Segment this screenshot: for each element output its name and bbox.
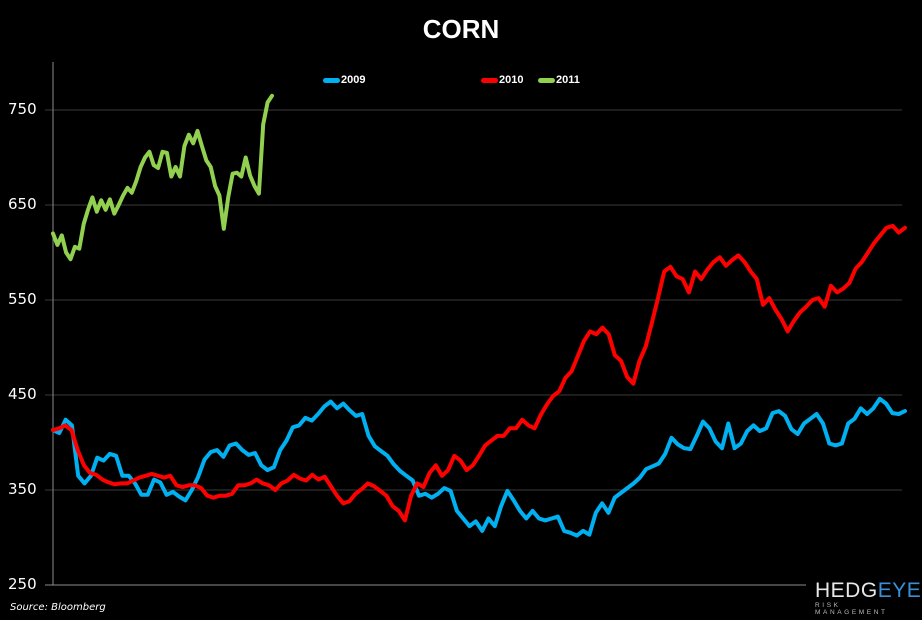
logo-text-eye: EYE: [877, 579, 922, 602]
legend-item-2010: 2010: [481, 74, 523, 86]
legend-label-2009: 2009: [341, 74, 366, 86]
legend: 2009 2010 2011: [0, 74, 922, 90]
chart-title: CORN: [422, 14, 500, 44]
legend-label-2011: 2011: [556, 74, 580, 86]
gridlines: [45, 109, 902, 586]
series-line-2010: [51, 223, 907, 523]
y-tick-550: 550: [8, 290, 37, 308]
y-tick-750: 750: [8, 100, 37, 118]
legend-swatch-2009-icon: [323, 77, 340, 83]
y-tick-250: 250: [8, 575, 37, 593]
series-lines: [51, 93, 907, 538]
logo-text-hedg: HEDG: [815, 579, 878, 602]
y-tick-650: 650: [8, 195, 37, 213]
legend-swatch-2011-icon: [538, 77, 555, 83]
legend-item-2009: 2009: [323, 74, 365, 86]
hedgeye-logo: HEDGEYE RISK MANAGEMENT: [815, 579, 921, 616]
legend-label-2010: 2010: [499, 74, 524, 86]
logo-subtitle: RISK MANAGEMENT: [815, 602, 888, 616]
legend-item-2011: 2011: [538, 74, 580, 86]
series-line-2011: [51, 93, 274, 262]
y-tick-450: 450: [8, 385, 37, 403]
source-note: Source: Bloomberg: [10, 602, 106, 613]
series-line-2009: [51, 396, 907, 538]
y-tick-350: 350: [8, 480, 37, 498]
legend-swatch-2010-icon: [481, 77, 498, 83]
